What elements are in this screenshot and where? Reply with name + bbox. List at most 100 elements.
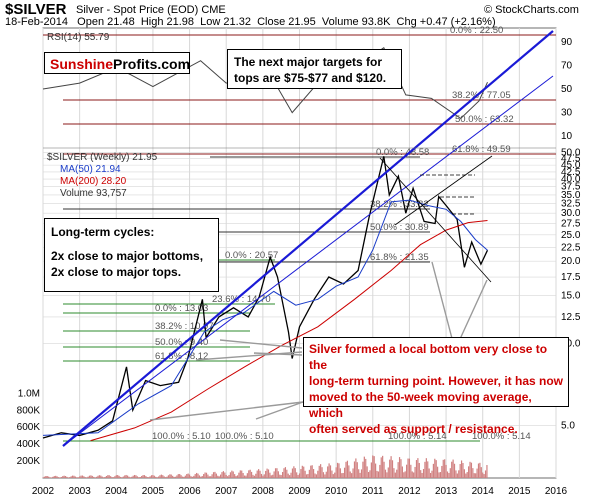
volume-bar — [129, 477, 131, 478]
volume-bar — [329, 465, 332, 478]
volume-bar — [305, 474, 308, 478]
volume-bar — [311, 465, 313, 478]
fib-level-label: 0.0% : 20.57 — [225, 250, 278, 261]
volume-bar — [135, 475, 137, 478]
volume-bar — [265, 470, 267, 478]
volume-bar — [460, 460, 463, 478]
volume-panel — [42, 455, 488, 478]
volume-bar — [284, 467, 287, 478]
volume-bar — [328, 463, 330, 478]
volume-bar — [119, 476, 122, 478]
low-value: 21.32 — [223, 16, 251, 28]
volume-bar — [267, 469, 270, 478]
volume-bar — [407, 458, 409, 478]
volume-bar — [128, 476, 130, 478]
volume-bar — [370, 462, 372, 478]
volume-bar — [375, 463, 377, 478]
volume-bar — [214, 471, 216, 478]
fib-level-label: 0.0% : 13.03 — [155, 303, 208, 314]
volume-bar — [212, 472, 215, 478]
x-tick-label: 2012 — [398, 486, 421, 497]
price-tick-label: 15.0 — [561, 290, 581, 301]
volume-bar — [114, 476, 116, 478]
volume-bar — [472, 468, 474, 478]
volume-bar — [421, 472, 423, 478]
volume-bar — [188, 474, 191, 478]
rsi-tick-label: 90 — [561, 37, 573, 48]
volume-bar — [193, 475, 195, 478]
cycles-title: Long-term cycles: — [51, 225, 155, 239]
chart-name: Silver - Spot Price (EOD) CME — [76, 4, 226, 16]
volume-bar — [167, 475, 170, 478]
volume-bar — [352, 468, 354, 478]
price-tick-label: 27.5 — [561, 218, 581, 229]
volume-bar — [367, 472, 370, 478]
volume-bar — [456, 473, 458, 478]
sunshine-logo: SunshineProfits.com — [44, 52, 190, 74]
volume-bar — [343, 467, 346, 478]
volume-bar — [255, 473, 257, 478]
volume-bar — [339, 468, 341, 478]
resistance-trendline — [394, 155, 493, 226]
volume-bar — [280, 475, 282, 478]
price-tick-label: 47.5 — [561, 154, 581, 165]
volume-bar — [386, 472, 388, 478]
volume-bar — [338, 463, 340, 478]
rsi-tick-label: 10 — [561, 131, 573, 142]
volume-bar — [242, 473, 244, 478]
volume-bar — [207, 474, 209, 478]
volume-bar — [136, 476, 139, 478]
volume-bar — [403, 472, 405, 478]
volume-bar — [321, 467, 323, 478]
volume-bar — [172, 475, 174, 478]
volume-bar — [165, 477, 167, 478]
fib-level-label: 38.2% : 10.97 — [155, 321, 214, 332]
cycles-line: 2x close to major tops. — [51, 265, 182, 279]
volume-bar — [238, 472, 240, 478]
volume-bar — [348, 465, 350, 478]
volume-bar — [376, 470, 378, 478]
volume-bar — [110, 476, 112, 478]
volume-tick-label: 400K — [17, 439, 41, 450]
pointer-line — [253, 352, 303, 356]
volume-bar — [310, 465, 312, 478]
ohlc-row: 18-Feb-2014 Open 21.48 High 21.98 Low 21… — [5, 16, 496, 28]
volume-bar — [46, 476, 48, 478]
volume-bar — [459, 463, 461, 478]
rsi-tick-label: 70 — [561, 60, 573, 71]
volume-bar — [66, 476, 68, 478]
volume-bar — [228, 474, 230, 478]
volume-bar — [84, 477, 86, 478]
volume-bar — [462, 462, 464, 478]
volume-bar — [445, 464, 447, 478]
volume-bar — [42, 477, 44, 478]
price-legend: $SILVER (Weekly) 21.95 — [47, 152, 158, 163]
volume-bar — [190, 476, 192, 478]
volume-bar — [138, 477, 140, 478]
chart-credit: © StockCharts.com — [484, 4, 579, 16]
volume-bar — [406, 464, 408, 478]
volume-bar — [290, 472, 292, 478]
volume-bar — [183, 476, 185, 478]
volume-bar — [111, 477, 113, 478]
volume-bar — [149, 476, 151, 478]
volume-bar — [170, 474, 172, 478]
volume-bar — [389, 459, 391, 478]
x-tick-label: 2003 — [69, 486, 92, 497]
volume-bar — [431, 470, 433, 478]
price-tick-label: 45.0 — [561, 160, 581, 171]
volume-bar — [100, 475, 102, 478]
volume-bar — [424, 461, 426, 478]
volume-bar — [152, 474, 154, 478]
close-value: 21.95 — [288, 16, 316, 28]
volume-bar — [413, 472, 415, 478]
volume-bar — [95, 476, 98, 478]
volume-bar — [204, 472, 206, 478]
pointer-line — [219, 339, 303, 349]
volume-bar — [341, 473, 343, 478]
volume-bar — [203, 474, 205, 478]
volume-bar — [79, 476, 81, 478]
volume-bar — [318, 465, 320, 478]
volume-bar — [139, 476, 141, 478]
volume-bar — [86, 477, 88, 478]
